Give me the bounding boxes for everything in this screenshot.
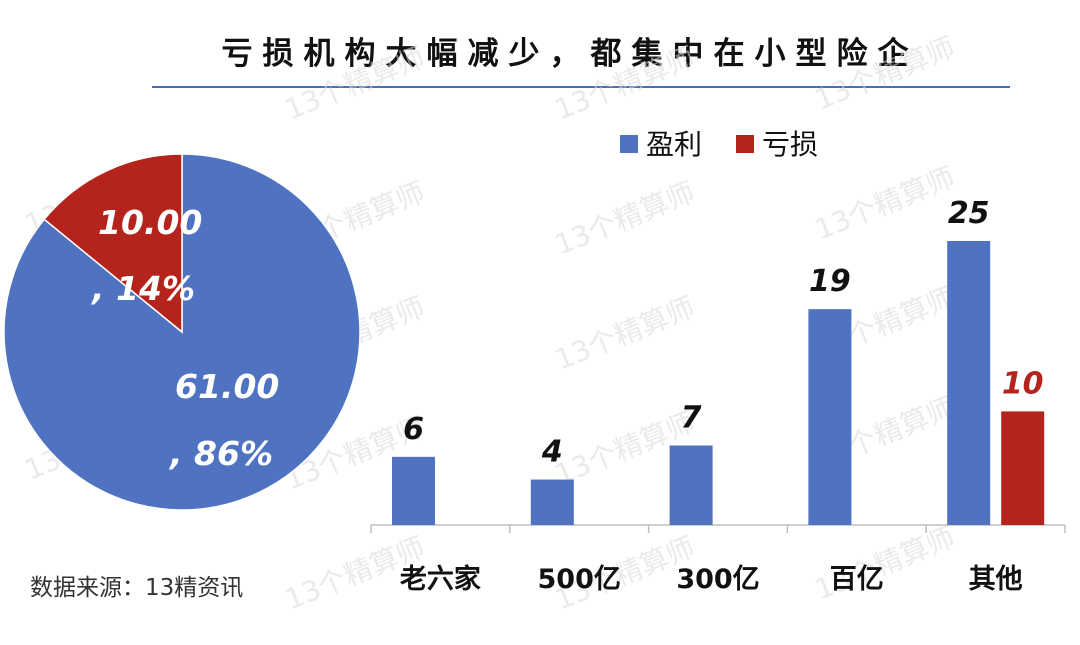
bar-loss bbox=[1001, 411, 1045, 525]
bar-profit bbox=[392, 456, 435, 525]
legend-label: 亏损 bbox=[762, 128, 818, 161]
watermark-text: 13个精算师 bbox=[550, 176, 699, 262]
chart-title: 亏损机构大幅减少，都集中在小型险企 bbox=[221, 36, 919, 72]
watermark-text: 13个精算师 bbox=[810, 161, 959, 247]
pie-percent-label: , 86% bbox=[168, 434, 273, 473]
legend-swatch bbox=[736, 135, 754, 153]
data-source-note: 数据来源：13精资讯 bbox=[30, 575, 244, 601]
bar-profit bbox=[669, 445, 713, 525]
pie-slice-loss bbox=[43, 153, 183, 334]
watermark-text: 13个精算师 bbox=[550, 291, 699, 377]
bar-value-label: 7 bbox=[681, 400, 702, 435]
pie-value-label: 61.00 bbox=[175, 367, 279, 406]
watermark-text: 13个精算师 bbox=[550, 41, 699, 127]
watermark-text: 13个精算师 bbox=[810, 31, 959, 117]
title-underline bbox=[152, 86, 1010, 88]
bar-profit bbox=[808, 309, 852, 525]
bar-value-label: 25 bbox=[948, 196, 990, 231]
x-tick-label: 老六家 bbox=[400, 563, 481, 595]
pie-percent-label: , 14% bbox=[90, 269, 195, 308]
bar-profit bbox=[947, 241, 991, 525]
bar-legend: 盈利 亏损 bbox=[620, 128, 818, 161]
x-tick-label: 300亿 bbox=[676, 564, 759, 595]
bar-value-label: 10 bbox=[1002, 366, 1044, 401]
pie-value-label: 10.00 bbox=[98, 203, 202, 242]
bar-chart: 6 老六家 4 500亿 7 300亿 19 百亿 25 10 其他 bbox=[370, 196, 1066, 595]
x-tick-label: 其他 bbox=[969, 564, 1023, 595]
bar-value-label: 19 bbox=[809, 264, 851, 299]
watermark-text: 13个精算师 bbox=[280, 41, 429, 127]
legend-swatch bbox=[620, 135, 638, 153]
pie-chart: 61.00 , 86% 10.00 , 14% bbox=[3, 153, 361, 511]
x-tick-label: 500亿 bbox=[538, 564, 621, 595]
x-tick-label: 百亿 bbox=[830, 564, 884, 595]
pie-slice-profit bbox=[3, 153, 361, 511]
legend-label: 盈利 bbox=[646, 128, 702, 161]
bar-value-label: 6 bbox=[403, 412, 424, 447]
bar-profit bbox=[530, 479, 574, 525]
bar-value-label: 4 bbox=[541, 435, 563, 470]
